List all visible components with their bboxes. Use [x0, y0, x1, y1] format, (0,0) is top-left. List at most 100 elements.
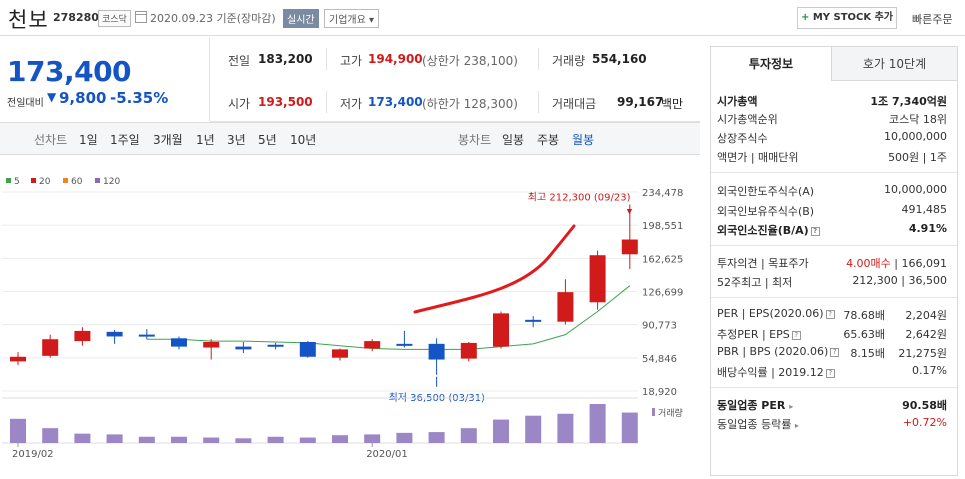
candle-body — [364, 341, 381, 349]
max-annotation: 최고 212,300 (09/23) — [528, 191, 631, 203]
add-mystock-button[interactable]: + MY STOCK 추가 — [797, 7, 897, 29]
volume-label: 거래량 — [552, 54, 586, 68]
row-value: 4.91% — [908, 222, 947, 235]
y-tick-label: 18,920 — [642, 387, 677, 398]
tab-hoga-10[interactable]: 호가 10단계 — [831, 47, 957, 81]
week52-row: 52주최고 | 최저 212,300 | 36,500 — [717, 274, 947, 292]
stock-header — [0, 0, 965, 36]
volume-bar — [621, 412, 638, 443]
foreign-holding-row: 외국인보유주식수(B) 491,485 — [717, 203, 947, 221]
volume-bar — [525, 415, 542, 443]
period-3m[interactable]: 3개월 — [153, 133, 183, 147]
period-monthly[interactable]: 월봉 — [572, 133, 595, 147]
volume-bar — [332, 435, 348, 443]
row-value: 212,300 | 36,500 — [852, 274, 947, 287]
row-value: 500원 | 1주 — [888, 151, 947, 164]
help-icon[interactable]: ? — [810, 226, 820, 236]
volume-bar — [557, 413, 574, 443]
help-icon[interactable]: ? — [791, 330, 801, 340]
amount-unit: 백만 — [661, 97, 684, 111]
low-label: 저가 — [340, 97, 363, 111]
caret-right-icon: ▸ — [789, 402, 794, 411]
eps-value: 2,642원 — [905, 328, 947, 341]
volume-label: 거래량 — [658, 407, 683, 419]
candle-body — [10, 356, 26, 362]
face-value-row: 액면가 | 매매단위 500원 | 1주 — [717, 149, 947, 167]
realtime-button[interactable]: 실시간 — [283, 9, 319, 28]
row-label: 52주최고 | 최저 — [717, 276, 793, 289]
divider — [538, 48, 539, 70]
legend-swatch — [31, 178, 36, 183]
period-weekly[interactable]: 주봉 — [537, 133, 560, 147]
amount-label: 거래대금 — [552, 97, 597, 111]
stock-code: 278280 — [53, 11, 99, 24]
row-label: 투자의견 | 목표주가 — [717, 257, 809, 270]
dividend-value: 0.17% — [912, 364, 947, 377]
ma5-line — [146, 285, 631, 350]
row-label: PBR | BPS (2020.06)? — [717, 345, 840, 358]
legend-label: 120 — [103, 177, 120, 187]
candle-body — [203, 341, 220, 348]
sector-per-row: 동일업종 PER ▸ 90.58배 — [717, 397, 947, 415]
candle-body — [589, 255, 606, 303]
period-1w[interactable]: 1주일 — [110, 133, 140, 147]
legend-swatch — [63, 178, 68, 183]
candle-body — [171, 338, 187, 347]
open-value: 193,500 — [258, 95, 313, 109]
period-daily[interactable]: 일봉 — [502, 133, 525, 147]
period-5y[interactable]: 5년 — [258, 133, 277, 147]
volume-bar — [589, 404, 606, 443]
change-value: 9,800 — [59, 89, 107, 107]
pbr-row: PBR | BPS (2020.06)? 8.15배 21,275원 — [717, 345, 947, 363]
volume-bar — [171, 436, 187, 443]
period-1d[interactable]: 1일 — [79, 133, 98, 147]
plus-icon: + — [800, 12, 813, 23]
help-icon[interactable]: ? — [825, 368, 835, 378]
market-badge: 코스닥 — [98, 10, 131, 27]
candle-body — [332, 349, 348, 358]
tab-invest-info[interactable]: 투자정보 — [711, 47, 831, 81]
row-label: 외국인소진율(B/A)? — [717, 222, 820, 238]
current-price: 173,400 — [7, 55, 132, 88]
row-value: 코스닥 18위 — [889, 113, 947, 126]
price-chart[interactable]: 5 20 60 120 234,478 198,551 162,625 126,699 90,7… — [0, 170, 700, 479]
open-label: 시가 — [228, 97, 251, 111]
quick-order-link[interactable]: 빠른주문 — [912, 13, 953, 26]
legend-label: 20 — [39, 177, 51, 187]
y-tick-label: 198,551 — [642, 221, 683, 232]
candle-body — [235, 346, 252, 350]
row-value: 491,485 — [901, 203, 948, 216]
period-3y[interactable]: 3년 — [227, 133, 246, 147]
row-label: 외국인한도주식수(A) — [717, 185, 815, 198]
volume-bar — [299, 437, 316, 443]
volume-bar — [364, 434, 381, 443]
separator — [711, 245, 957, 246]
bps-value: 21,275원 — [898, 347, 947, 360]
period-bar — [0, 122, 700, 155]
company-overview-button[interactable]: 기업개요 ▾ — [324, 9, 379, 28]
candle-body — [74, 330, 91, 342]
row-label: 외국인보유주식수(B) — [717, 205, 815, 218]
help-icon[interactable]: ? — [825, 309, 835, 319]
period-10y[interactable]: 10년 — [290, 133, 317, 147]
help-icon[interactable]: ? — [830, 347, 840, 357]
divider — [538, 91, 539, 113]
period-1y[interactable]: 1년 — [196, 133, 215, 147]
prev-close-value: 183,200 — [258, 52, 313, 66]
candle-body — [267, 344, 284, 347]
invest-info-panel — [710, 46, 958, 476]
row-value: 10,000,000 — [884, 183, 947, 196]
x-tick-label: 2020/01 — [366, 449, 408, 460]
candle-chart-label: 봉차트 — [458, 133, 492, 147]
volume-bar — [203, 437, 220, 443]
row-value: 4.00매수 | 166,091 — [846, 255, 947, 271]
row-value: 1조 7,340억원 — [870, 95, 947, 108]
volume-bar — [493, 419, 509, 443]
market-cap-row: 시가총액 1조 7,340억원 — [717, 93, 947, 111]
trend-annotation-curve — [413, 224, 576, 314]
change-percent: -5.35% — [110, 89, 169, 107]
y-tick-label: 90,773 — [642, 321, 677, 332]
divider — [326, 91, 327, 113]
price-box — [0, 37, 210, 121]
candle-body — [525, 319, 542, 322]
